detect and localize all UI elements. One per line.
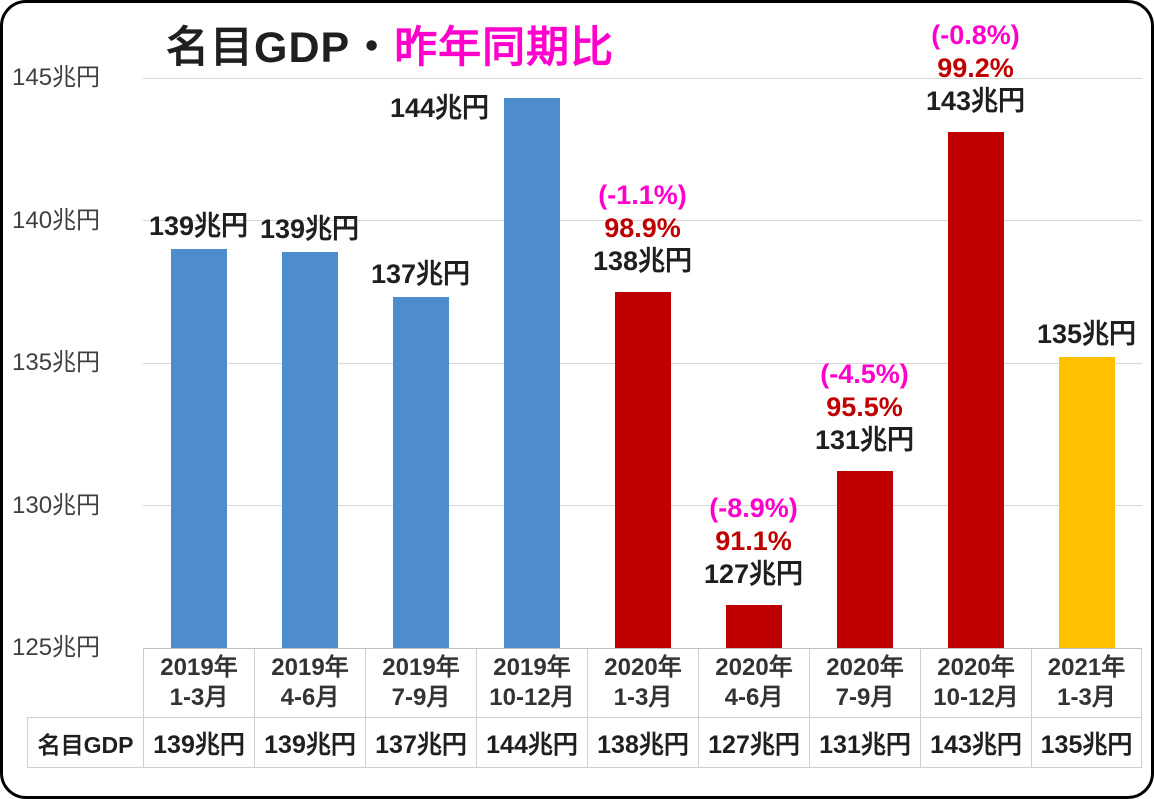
x-category-line1: 2019年	[382, 654, 460, 681]
table-value-cell: 139兆円	[254, 717, 365, 768]
yoy-ratio-label: 95.5%	[826, 392, 903, 423]
x-axis-line	[143, 647, 1142, 649]
bar	[614, 291, 671, 648]
table-value-cell: 131兆円	[809, 717, 920, 768]
yoy-change-label: (-4.5%)	[820, 359, 909, 390]
gridline	[143, 220, 1142, 221]
bar	[170, 249, 227, 648]
bar-value-label: 143兆円	[925, 86, 1026, 117]
yoy-change-label: (-0.8%)	[931, 20, 1020, 51]
x-category-line2: 7-9月	[835, 684, 895, 711]
gridline	[143, 77, 1142, 79]
table-value-cell: 143兆円	[920, 717, 1031, 768]
bar-value-label: 139兆円	[259, 213, 360, 244]
yoy-change-label: (-8.9%)	[709, 493, 798, 524]
chart-title-magenta: 昨年同期比	[394, 24, 615, 72]
x-category-line2: 4-6月	[724, 684, 784, 711]
bar	[947, 132, 1004, 648]
table-value-cell: 138兆円	[587, 717, 698, 768]
table-value-cell: 144兆円	[476, 717, 587, 768]
x-category-line2: 7-9月	[391, 684, 451, 711]
x-category-line1: 2020年	[715, 654, 793, 681]
x-category-label: 2019年 1-3月	[143, 649, 254, 717]
yoy-ratio-label: 91.1%	[715, 526, 792, 557]
x-category-line2: 1-3月	[613, 684, 673, 711]
x-category-label: 2020年 7-9月	[809, 649, 920, 717]
bar-value-label: 138兆円	[592, 245, 693, 276]
bar	[836, 471, 893, 648]
y-tick-label: 140兆円	[12, 206, 101, 234]
bar-value-label: 137兆円	[370, 259, 471, 290]
bar-value-label: 127兆円	[703, 559, 804, 590]
y-tick-label: 135兆円	[12, 349, 101, 376]
bar	[503, 97, 560, 648]
x-category-line1: 2021年	[1047, 654, 1126, 681]
y-tick-label: 130兆円	[12, 491, 101, 519]
yoy-ratio-label: 98.9%	[604, 212, 681, 243]
bar-value-label: 131兆円	[814, 425, 915, 456]
x-category-line1: 2019年	[493, 654, 571, 681]
x-category-line1: 2019年	[271, 654, 349, 681]
bar-value-label: 144兆円	[389, 92, 490, 123]
chart-title: 名目GDP・昨年同期比	[166, 13, 614, 75]
x-category-line2: 4-6月	[280, 684, 340, 711]
x-category-line2: 1-3月	[1057, 684, 1116, 711]
x-category-line1: 2020年	[937, 654, 1015, 681]
x-category-label: 2019年 10-12月	[476, 649, 587, 717]
y-tick-label: 145兆円	[12, 64, 101, 91]
table-value-cell: 135兆円	[1031, 717, 1142, 768]
x-category-line2: 10-12月	[933, 684, 1019, 711]
bar-value-label: 135兆円	[1036, 319, 1137, 350]
table-row-header: 名目GDP	[27, 717, 143, 768]
bar	[392, 297, 449, 648]
x-category-label: 2020年 10-12月	[920, 649, 1031, 717]
y-tick-label: 125兆円	[12, 634, 101, 661]
bar	[1058, 357, 1115, 648]
chart-title-black: 名目GDP・	[166, 24, 395, 72]
bar-value-label: 139兆円	[148, 211, 249, 241]
x-category-line2: 1-3月	[169, 684, 229, 711]
x-category-label: 2020年 4-6月	[698, 649, 809, 717]
yoy-change-label: (-1.1%)	[598, 179, 687, 210]
x-category-line2: 10-12月	[489, 684, 575, 711]
table-value-cell: 137兆円	[365, 717, 476, 768]
bar	[281, 251, 338, 648]
x-category-label: 2021年 1-3月	[1031, 649, 1142, 717]
x-category-label: 2020年 1-3月	[587, 649, 698, 717]
x-category-line1: 2020年	[604, 654, 682, 681]
table-value-cell: 127兆円	[698, 717, 809, 768]
x-category-line1: 2020年	[826, 654, 904, 681]
plot-area: 145兆円 140兆円 135兆円 130兆円 125兆円 139兆円 2019年 1-3月 1…	[3, 3, 1151, 796]
x-category-label: 2019年 7-9月	[365, 649, 476, 717]
x-category-line1: 2019年	[160, 654, 238, 681]
x-category-label: 2019年 4-6月	[254, 649, 365, 717]
table-value-cell: 139兆円	[143, 717, 254, 768]
bar	[725, 605, 782, 648]
yoy-ratio-label: 99.2%	[937, 53, 1014, 84]
